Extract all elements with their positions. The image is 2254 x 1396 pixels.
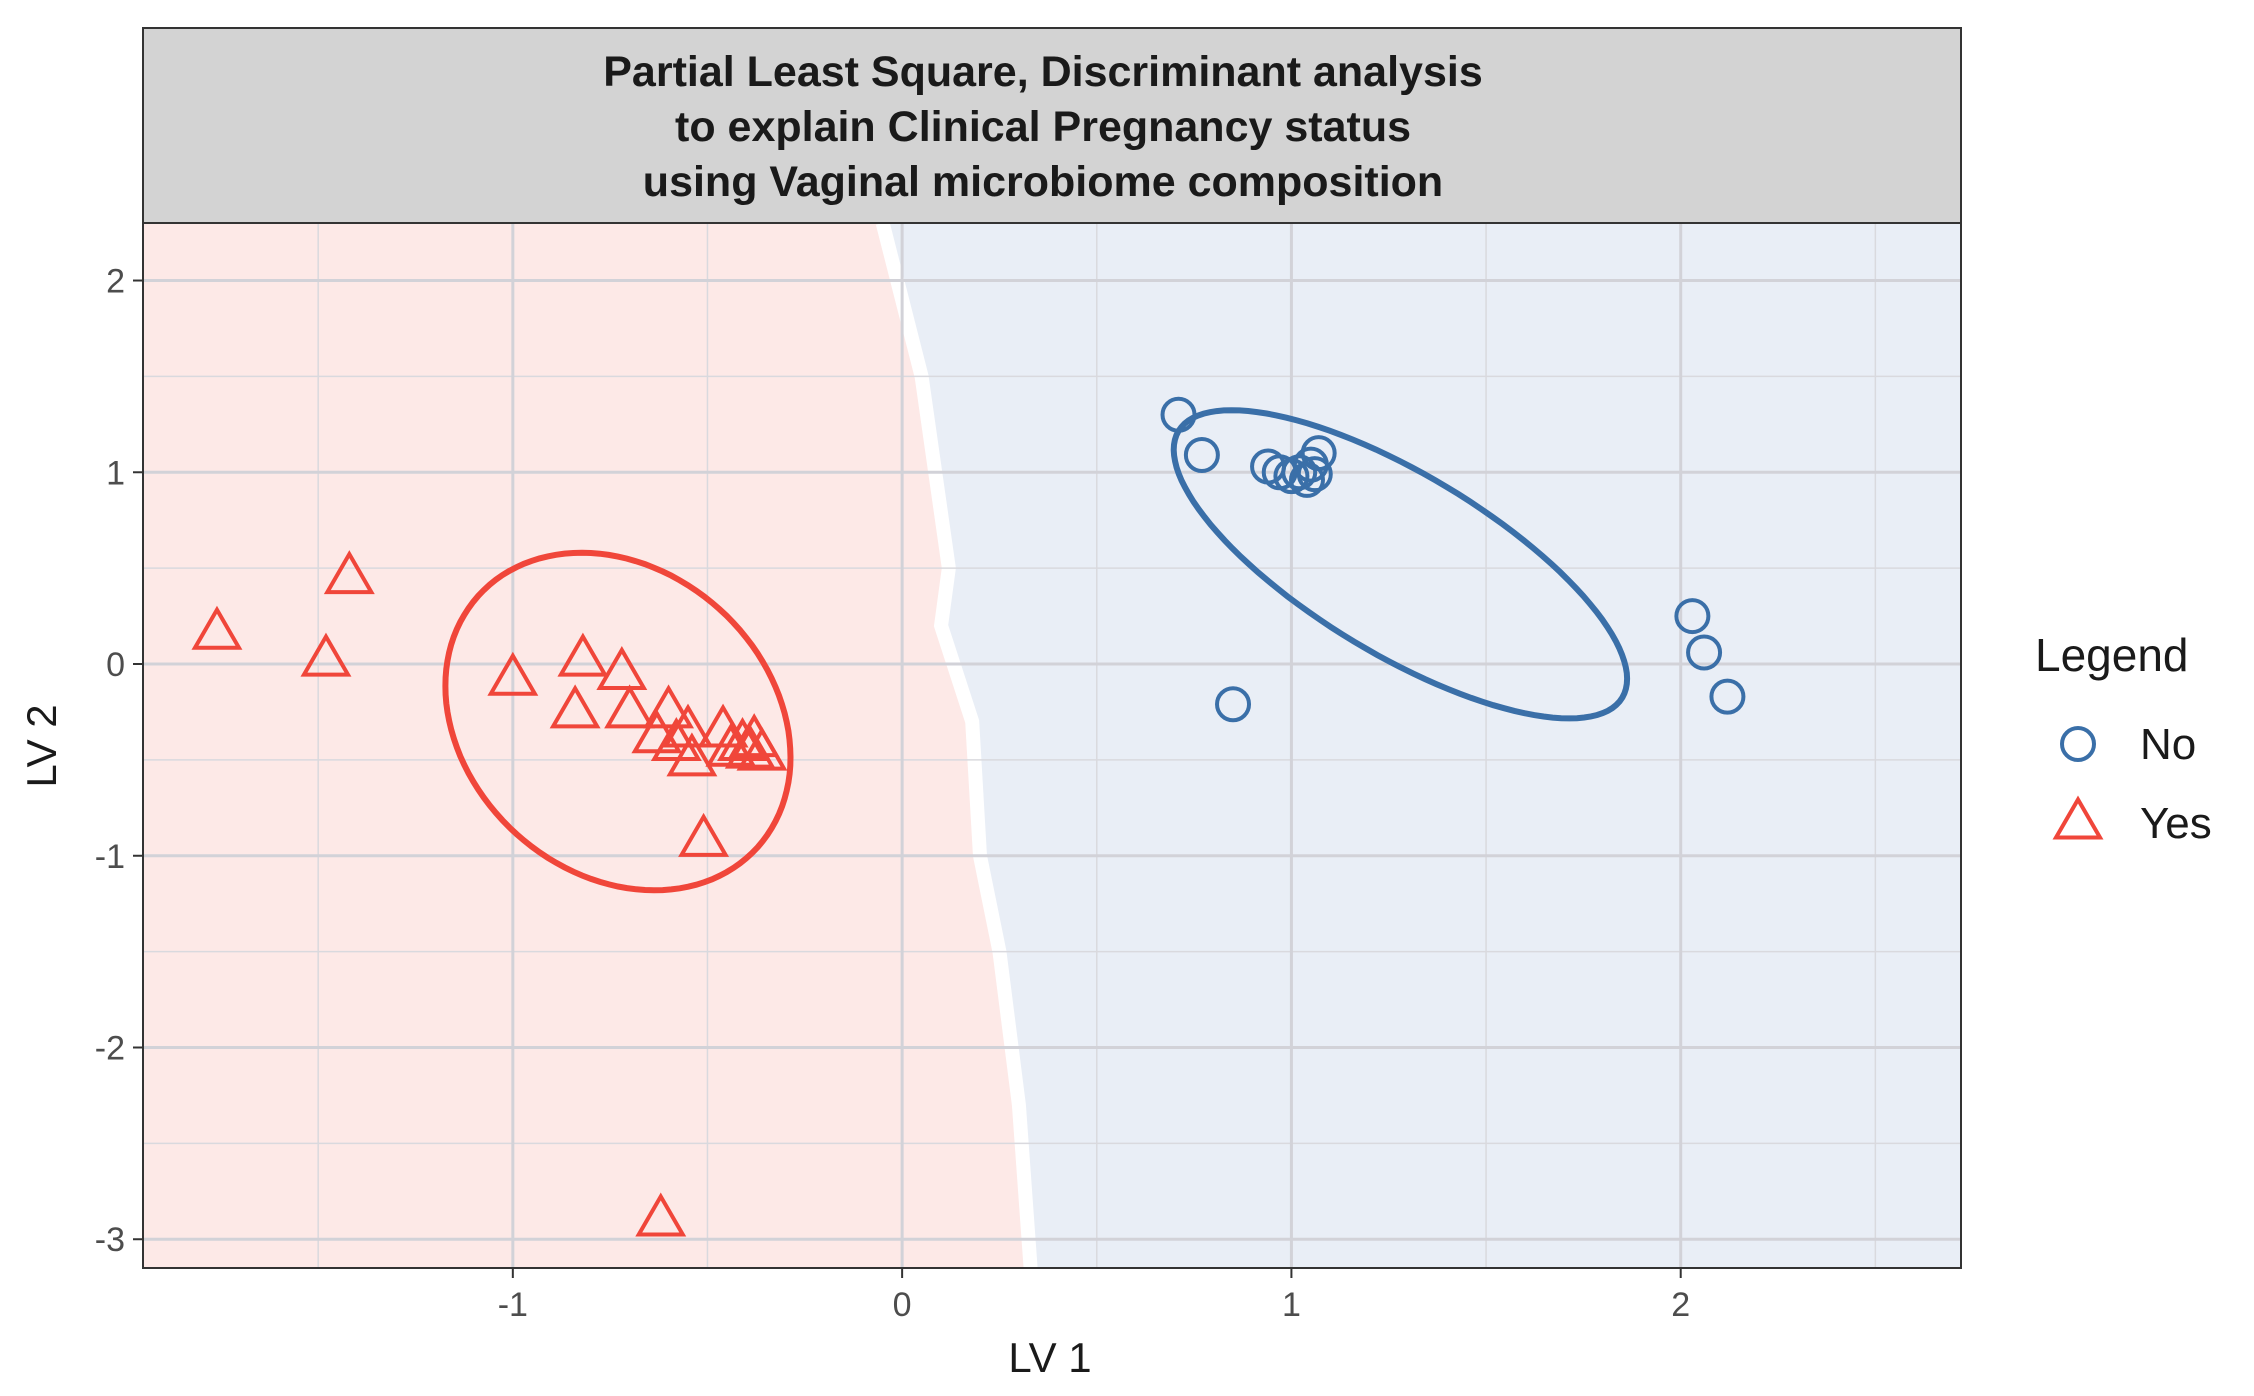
data-point-yes — [549, 684, 601, 729]
data-point-no — [1300, 435, 1337, 472]
data-point-no — [1160, 396, 1197, 433]
legend-title: Legend — [2035, 629, 2189, 681]
chart-title-line-2: to explain Clinical Pregnancy status — [675, 103, 1411, 151]
legend-label-yes: Yes — [2140, 799, 2212, 848]
data-point-no — [1709, 678, 1746, 715]
y-axis: -3 -2 -1 0 1 2 — [95, 263, 143, 1259]
data-point-yes — [697, 703, 749, 748]
y-tick-label: 0 — [106, 646, 125, 684]
grid — [143, 223, 1961, 1268]
x-axis: -1 0 1 2 — [498, 1268, 1690, 1324]
chart-title-line-1: Partial Least Square, Discriminant analy… — [603, 48, 1482, 96]
data-point-no — [1686, 634, 1723, 671]
data-point-yes — [736, 726, 788, 771]
data-point-yes — [191, 605, 243, 650]
data-point-no — [1296, 456, 1333, 493]
data-point-yes — [487, 651, 539, 696]
y-tick-label: -2 — [95, 1029, 125, 1067]
data-point-yes — [666, 732, 718, 777]
y-tick-label: 2 — [106, 263, 125, 301]
y-axis-title: LV 2 — [18, 704, 65, 787]
decision-boundary — [875, 223, 1038, 1268]
legend-key-yes — [2052, 795, 2104, 840]
plot-panel-border — [142, 222, 1962, 1269]
data-point-yes — [650, 716, 702, 761]
legend-key-no — [2060, 726, 2096, 762]
region-no — [882, 223, 1961, 1268]
data-point-yes — [604, 684, 656, 729]
data-point-yes — [678, 812, 730, 857]
data-point-yes — [323, 550, 375, 595]
data-point-no — [1674, 598, 1711, 635]
x-tick-label: -1 — [498, 1286, 528, 1324]
legend: Legend No Yes — [2035, 629, 2212, 848]
y-tick-label: -3 — [95, 1221, 125, 1259]
data-point-no — [1215, 686, 1252, 723]
x-tick-label: 2 — [1671, 1286, 1690, 1324]
region-yes — [143, 223, 1031, 1268]
data-point-no — [1183, 437, 1220, 474]
data-point-yes — [717, 716, 768, 761]
data-point-yes — [300, 632, 352, 677]
x-axis-title: LV 1 — [1008, 1334, 1091, 1381]
data-point-yes — [557, 632, 609, 677]
confidence-ellipse-yes — [442, 549, 794, 894]
data-point-yes — [596, 646, 648, 691]
title-strip — [142, 27, 1962, 224]
x-tick-label: 1 — [1282, 1286, 1301, 1324]
data-point-yes — [643, 684, 695, 729]
legend-label-no: No — [2140, 720, 2196, 769]
chart-title-line-3: using Vaginal microbiome composition — [643, 158, 1443, 206]
x-tick-label: 0 — [893, 1286, 912, 1324]
y-tick-label: 1 — [106, 454, 125, 492]
y-tick-label: -1 — [95, 838, 125, 876]
data-point-yes — [635, 1192, 687, 1237]
